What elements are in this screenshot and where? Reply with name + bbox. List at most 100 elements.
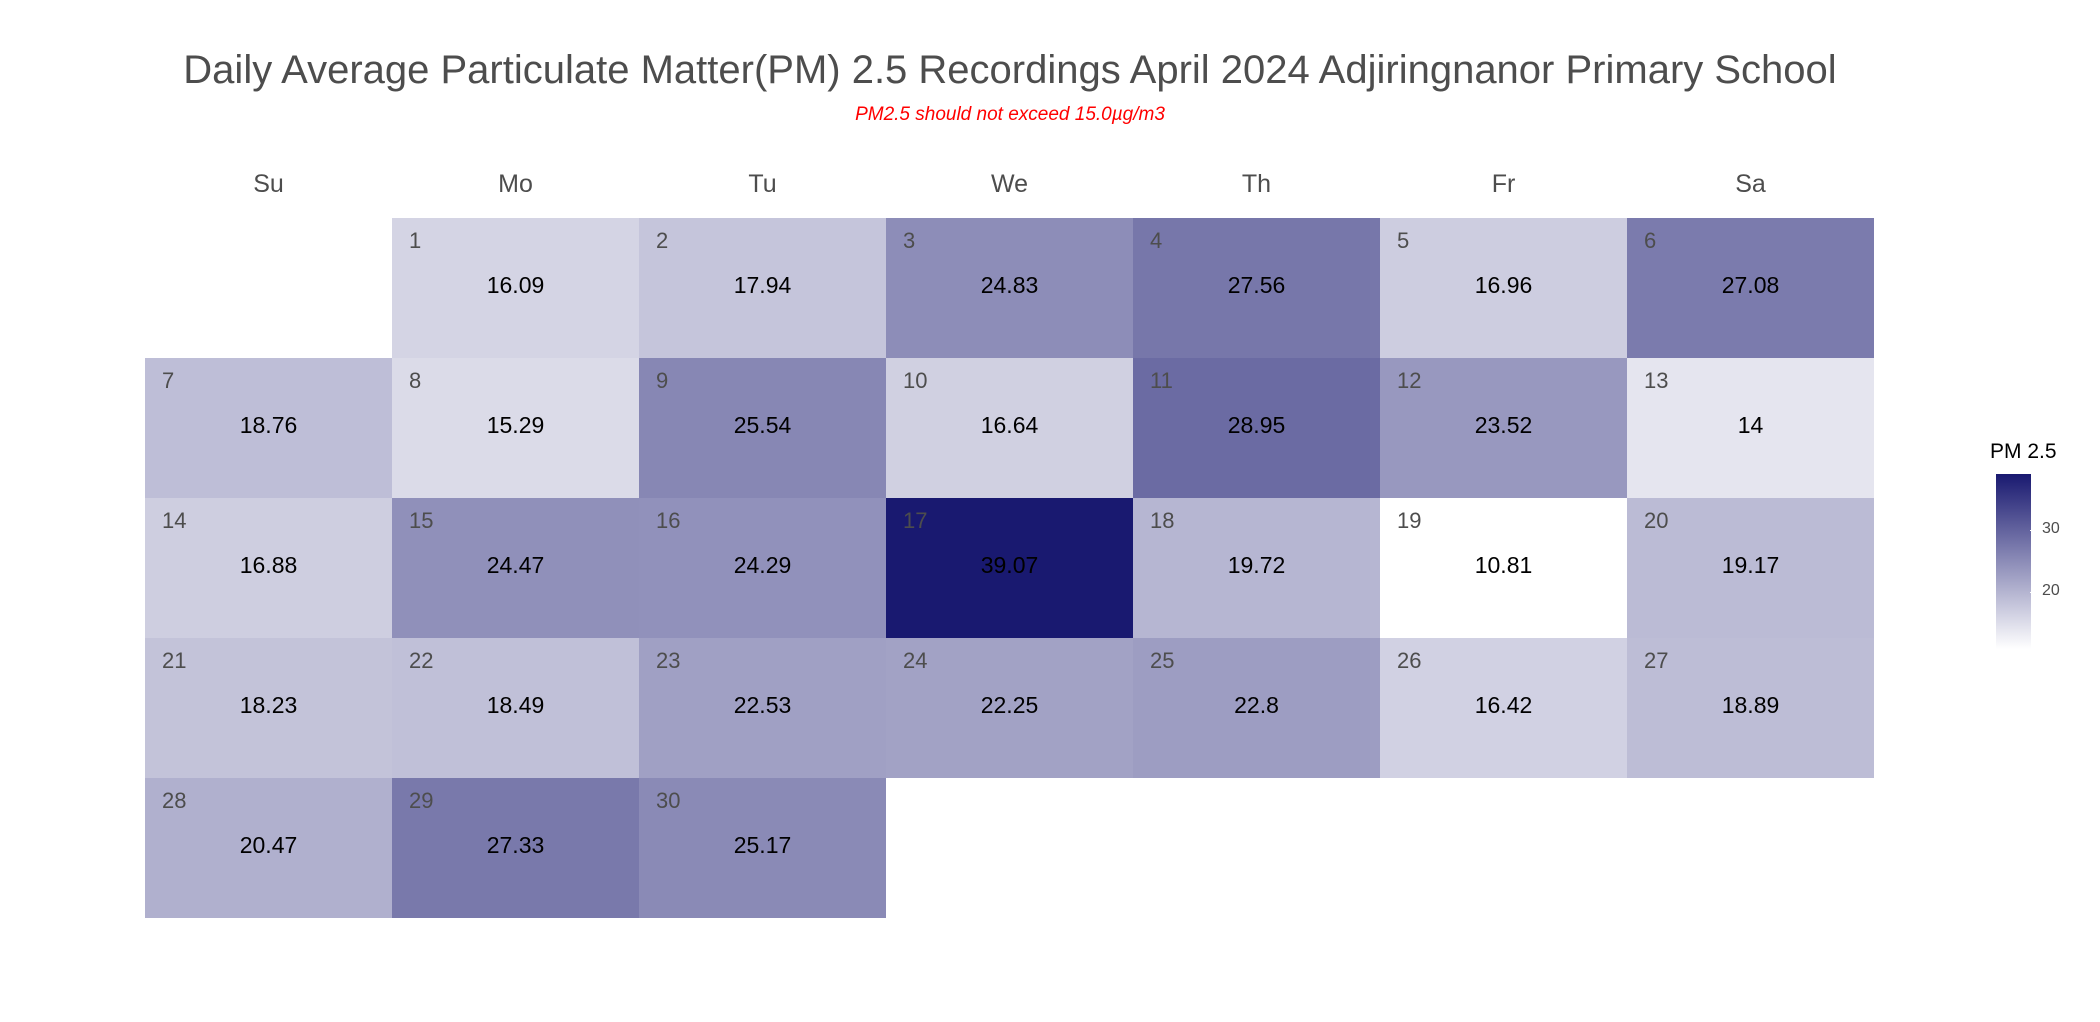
day-cell-14: 14 16.88	[145, 498, 392, 638]
day-number: 13	[1644, 368, 1669, 393]
day-number: 12	[1397, 368, 1422, 393]
day-cell-22: 22 18.49	[392, 638, 639, 778]
day-cell-11: 11 28.95	[1133, 358, 1380, 498]
weekday-header-su: Su	[253, 170, 284, 198]
day-cell-19: 19 10.81	[1380, 498, 1627, 638]
day-number: 20	[1644, 508, 1669, 533]
legend-tick-30	[2030, 530, 2038, 532]
pm25-value-label: 14	[1737, 412, 1764, 438]
day-cell-24: 24 22.25	[886, 638, 1133, 778]
day-number: 19	[1397, 508, 1422, 533]
day-cell-7: 7 18.76	[145, 358, 392, 498]
day-number: 18	[1150, 508, 1175, 533]
day-number: 29	[409, 788, 434, 813]
pm25-value-label: 39.07	[980, 552, 1039, 578]
pm25-value-label: 27.08	[1721, 272, 1780, 298]
day-number: 28	[162, 788, 187, 813]
day-number: 6	[1644, 228, 1657, 253]
weekday-header-tu: Tu	[748, 170, 777, 198]
day-number: 14	[162, 508, 187, 533]
pm25-value-label: 16.42	[1474, 692, 1533, 718]
day-cell-25: 25 22.8	[1133, 638, 1380, 778]
day-number: 17	[903, 508, 928, 533]
day-number: 3	[903, 228, 916, 253]
day-cell-6: 6 27.08	[1627, 218, 1874, 358]
day-number: 9	[656, 368, 669, 393]
legend-tick-label: 30	[2042, 520, 2060, 538]
day-number: 24	[903, 648, 928, 673]
day-number: 4	[1150, 228, 1163, 253]
day-cell-8: 8 15.29	[392, 358, 639, 498]
legend-tick-label: 20	[2042, 582, 2060, 600]
legend-color-bar	[1996, 474, 2031, 649]
day-number: 8	[409, 368, 422, 393]
pm25-value-label: 19.72	[1227, 552, 1286, 578]
day-number: 11	[1150, 368, 1173, 393]
pm25-value-label: 19.17	[1721, 552, 1780, 578]
pm25-value-label: 17.94	[733, 272, 792, 298]
pm25-value-label: 23.52	[1474, 412, 1533, 438]
day-cell-26: 26 16.42	[1380, 638, 1627, 778]
day-number: 1	[409, 228, 422, 253]
day-number: 10	[903, 368, 928, 393]
day-number: 2	[656, 228, 669, 253]
pm25-value-label: 25.54	[733, 412, 792, 438]
day-number: 23	[656, 648, 681, 673]
day-cell-16: 16 24.29	[639, 498, 886, 638]
day-cell-12: 12 23.52	[1380, 358, 1627, 498]
day-cell-20: 20 19.17	[1627, 498, 1874, 638]
pm25-value-label: 28.95	[1227, 412, 1286, 438]
pm25-value-label: 25.17	[733, 832, 792, 858]
day-number: 30	[656, 788, 681, 813]
day-cell-9: 9 25.54	[639, 358, 886, 498]
pm25-value-label: 18.23	[239, 692, 298, 718]
day-number: 5	[1397, 228, 1410, 253]
day-cell-27: 27 18.89	[1627, 638, 1874, 778]
legend-title: PM 2.5	[1990, 440, 2057, 463]
day-number: 16	[656, 508, 681, 533]
day-cell-1: 1 16.09	[392, 218, 639, 358]
day-cell-23: 23 22.53	[639, 638, 886, 778]
day-number: 7	[162, 368, 175, 393]
legend-tick-20	[2030, 592, 2038, 594]
day-cell-17: 17 39.07	[886, 498, 1133, 638]
pm25-value-label: 18.49	[486, 692, 545, 718]
pm25-value-label: 20.47	[239, 832, 298, 858]
pm25-value-label: 22.8	[1234, 692, 1279, 718]
chart-subtitle: PM2.5 should not exceed 15.0µg/m3	[855, 104, 1165, 125]
day-cell-10: 10 16.64	[886, 358, 1133, 498]
day-cell-15: 15 24.47	[392, 498, 639, 638]
day-number: 27	[1644, 648, 1669, 673]
pm25-value-label: 24.29	[733, 552, 792, 578]
day-number: 15	[409, 508, 434, 533]
pm25-value-label: 15.29	[486, 412, 545, 438]
weekday-header-th: Th	[1241, 170, 1272, 198]
pm25-value-label: 16.64	[980, 412, 1039, 438]
day-cell-2: 2 17.94	[639, 218, 886, 358]
weekday-header-sa: Sa	[1735, 170, 1766, 198]
pm25-value-label: 18.76	[239, 412, 298, 438]
day-number: 22	[409, 648, 434, 673]
day-cell-4: 4 27.56	[1133, 218, 1380, 358]
pm25-value-label: 16.09	[486, 272, 545, 298]
day-number: 21	[162, 648, 187, 673]
chart-title: Daily Average Particulate Matter(PM) 2.5…	[183, 48, 1837, 92]
day-cell-13: 13 14	[1627, 358, 1874, 498]
pm25-value-label: 27.33	[486, 832, 545, 858]
pm25-value-label: 27.56	[1227, 272, 1286, 298]
day-cell-18: 18 19.72	[1133, 498, 1380, 638]
day-cell-30: 30 25.17	[639, 778, 886, 918]
day-number: 26	[1397, 648, 1422, 673]
pm25-value-label: 18.89	[1721, 692, 1780, 718]
day-cell-3: 3 24.83	[886, 218, 1133, 358]
day-number: 25	[1150, 648, 1175, 673]
day-cell-5: 5 16.96	[1380, 218, 1627, 358]
weekday-header-mo: Mo	[498, 170, 533, 198]
day-cell-28: 28 20.47	[145, 778, 392, 918]
day-cell-21: 21 18.23	[145, 638, 392, 778]
pm25-value-label: 22.25	[980, 692, 1039, 718]
color-legend: PM 2.5 20 30	[1990, 440, 2090, 660]
pm25-value-label: 16.96	[1474, 272, 1533, 298]
calendar-heatmap: Su Mo Tu We Th Fr Sa 1 16.09 2 17.94 3 24.83 4 27.56 5 1…	[145, 160, 1875, 920]
pm25-value-label: 24.83	[980, 272, 1039, 298]
